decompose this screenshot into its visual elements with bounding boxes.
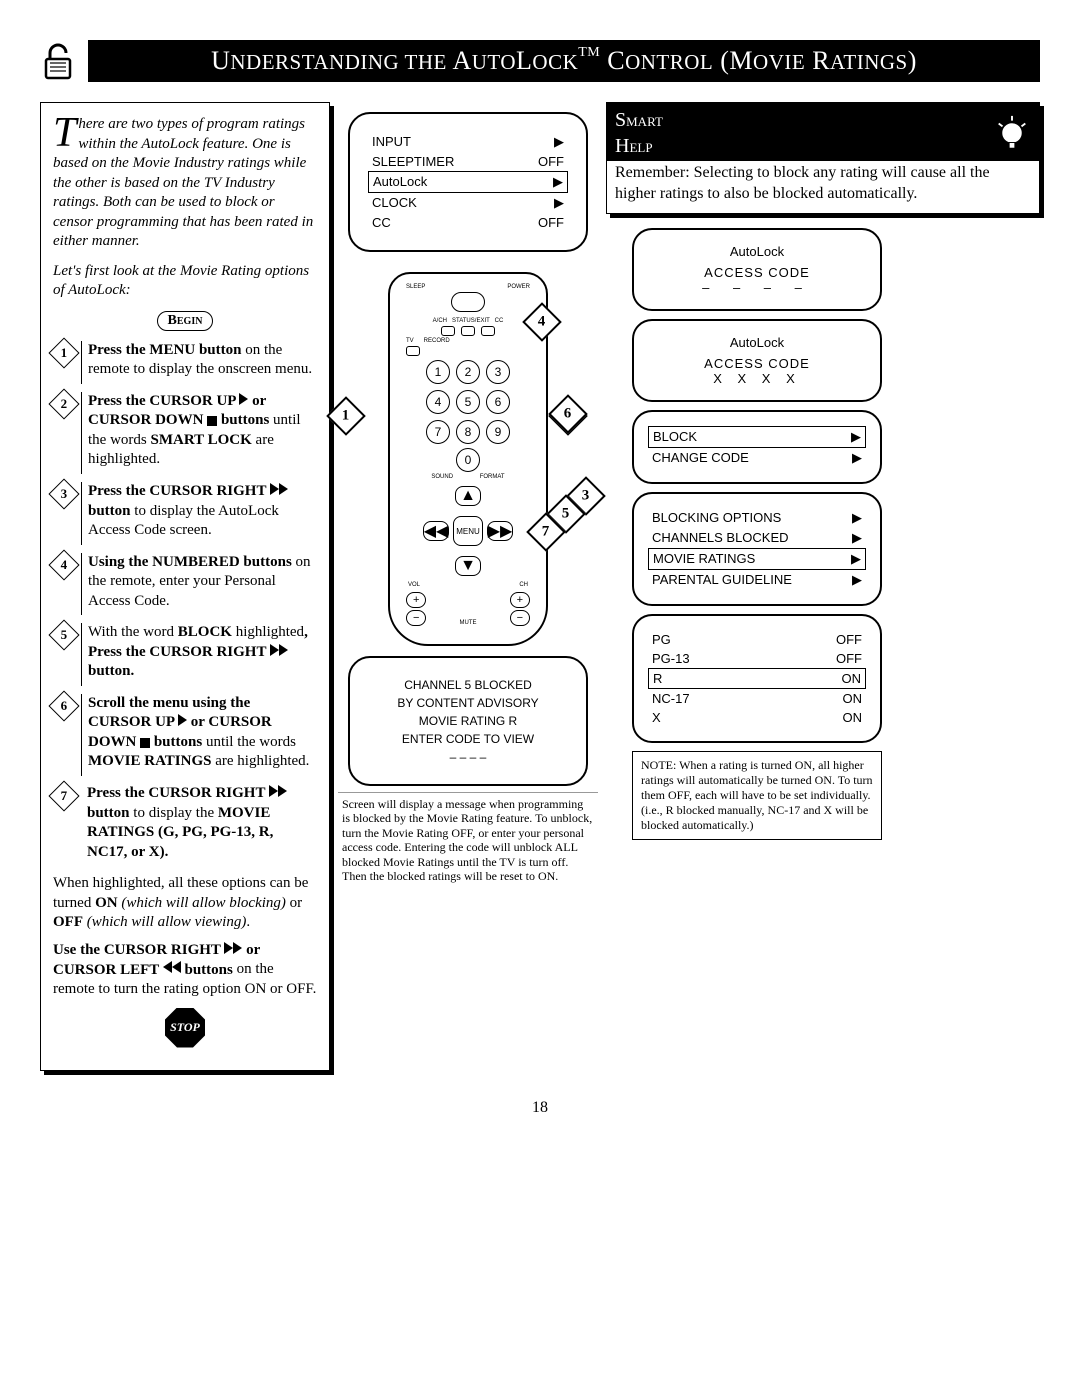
title-bar: UNDERSTANDING THE AUTOLOCKTM CONTROL (MO…	[40, 40, 1040, 82]
num-4[interactable]: 4	[426, 390, 450, 414]
vol-down[interactable]: −	[406, 610, 426, 626]
menu-row: BLOCKING OPTIONS▶	[648, 508, 866, 528]
step-5: 5With the word BLOCK highlighted, Press …	[53, 623, 317, 686]
cursor-left[interactable]: ◀◀	[423, 521, 449, 541]
menu-row: RON	[648, 668, 866, 689]
movie-ratings-screen: PGOFFPG-13OFFRONNC-17ONXON	[632, 614, 882, 743]
menu-row: PG-13OFF	[648, 649, 866, 668]
post-step-paragraph: Use the CURSOR RIGHT or CURSOR LEFT butt…	[53, 941, 317, 1000]
menu-button[interactable]: MENU	[453, 516, 483, 546]
vol-up[interactable]: +	[406, 592, 426, 608]
ch-up[interactable]: +	[510, 592, 530, 608]
callout-1: 1	[326, 396, 366, 436]
step-3: 3Press the CURSOR RIGHT button to displa…	[53, 482, 317, 545]
step-4: 4Using the NUMBERED buttons on the remot…	[53, 553, 317, 616]
block-menu-screen: BLOCK▶CHANGE CODE▶	[632, 410, 882, 484]
num-3[interactable]: 3	[486, 360, 510, 384]
page-number: 18	[40, 1099, 1040, 1117]
tv-menu-row: SLEEPTIMEROFF	[368, 152, 568, 171]
number-pad[interactable]: 123 456 789	[398, 360, 538, 444]
tv-menu-row: INPUT▶	[368, 132, 568, 152]
callout-6: 6	[548, 394, 588, 434]
smart-help-text: Remember: Selecting to block any rating …	[607, 161, 1039, 213]
page-title: UNDERSTANDING THE AUTOLOCKTM CONTROL (MO…	[88, 40, 1040, 82]
cursor-pad[interactable]: ▲ ◀◀ MENU ▶▶ ▼	[423, 486, 513, 576]
tv-menu-row: CLOCK▶	[368, 193, 568, 213]
step-7: 7Press the CURSOR RIGHT button to displa…	[53, 784, 317, 866]
tv-menu-screen: INPUT▶SLEEPTIMEROFFAutoLock▶CLOCK▶CCOFF	[348, 112, 588, 252]
menu-row: NC-17ON	[648, 689, 866, 708]
num-8[interactable]: 8	[456, 420, 480, 444]
access-screen-blank: AutoLock ACCESS CODE – – – –	[632, 228, 882, 311]
step-diamond: 5	[48, 620, 79, 651]
smart-help-box: Smart Help Remember: Selecting to block …	[606, 102, 1040, 214]
menu-row: PARENTAL GUIDELINE▶	[648, 570, 866, 590]
help-label: elp	[629, 136, 652, 156]
step-6: 6Scroll the menu using the CURSOR UP or …	[53, 694, 317, 776]
diagram-column: INPUT▶SLEEPTIMEROFFAutoLock▶CLOCK▶CCOFF …	[338, 102, 598, 887]
tv-menu-row: CCOFF	[368, 213, 568, 232]
ch-down[interactable]: −	[510, 610, 530, 626]
num-5[interactable]: 5	[456, 390, 480, 414]
cursor-right[interactable]: ▶▶	[487, 521, 513, 541]
lock-icon	[40, 41, 76, 81]
lightbulb-icon	[993, 114, 1031, 152]
step-1: 1Press the MENU button on the remote to …	[53, 341, 317, 384]
num-7[interactable]: 7	[426, 420, 450, 444]
tv-menu-row: AutoLock▶	[368, 171, 568, 193]
stop-label: STOP	[53, 1008, 317, 1048]
blocked-caption: Screen will display a message when progr…	[338, 792, 598, 887]
step-diamond: 2	[48, 388, 79, 419]
blocked-screen: CHANNEL 5 BLOCKEDBY CONTENT ADVISORYMOVI…	[348, 656, 588, 786]
intro-lead: Let's first look at the Movie Rating opt…	[53, 262, 317, 301]
access-screen-entered: AutoLock ACCESS CODE X X X X	[632, 319, 882, 402]
menu-row: BLOCK▶	[648, 426, 866, 448]
num-1[interactable]: 1	[426, 360, 450, 384]
dropcap: T	[53, 115, 76, 153]
step-diamond: 6	[48, 690, 79, 721]
num-6[interactable]: 6	[486, 390, 510, 414]
step-diamond: 3	[48, 478, 79, 509]
post-step-paragraph: When highlighted, all these options can …	[53, 874, 317, 933]
blocking-options-screen: BLOCKING OPTIONS▶CHANNELS BLOCKED▶MOVIE …	[632, 492, 882, 606]
note-box: NOTE: When a rating is turned ON, all hi…	[632, 751, 882, 840]
instruction-panel: T here are two types of program ratings …	[40, 102, 330, 1071]
step-diamond: 7	[48, 780, 79, 811]
begin-label: Begin	[53, 311, 317, 331]
num-9[interactable]: 9	[486, 420, 510, 444]
menu-row: PGOFF	[648, 630, 866, 649]
step-diamond: 1	[48, 337, 79, 368]
intro-text: here are two types of program ratings wi…	[53, 116, 313, 249]
menu-row: CHANNELS BLOCKED▶	[648, 528, 866, 548]
right-column: Smart Help Remember: Selecting to block …	[606, 102, 1040, 840]
num-2[interactable]: 2	[456, 360, 480, 384]
menu-row: XON	[648, 708, 866, 727]
step-diamond: 4	[48, 549, 79, 580]
intro-paragraph: T here are two types of program ratings …	[53, 115, 317, 252]
step-2: 2Press the CURSOR UP or CURSOR DOWN butt…	[53, 392, 317, 474]
smart-label: mart	[626, 110, 663, 130]
num-0[interactable]: 0	[456, 448, 480, 472]
menu-row: CHANGE CODE▶	[648, 448, 866, 468]
remote-control: SLEEPPOWER A/CH STATUS/EXIT CC TV RECORD…	[388, 272, 548, 646]
power-button[interactable]	[451, 292, 485, 312]
menu-row: MOVIE RATINGS▶	[648, 548, 866, 570]
